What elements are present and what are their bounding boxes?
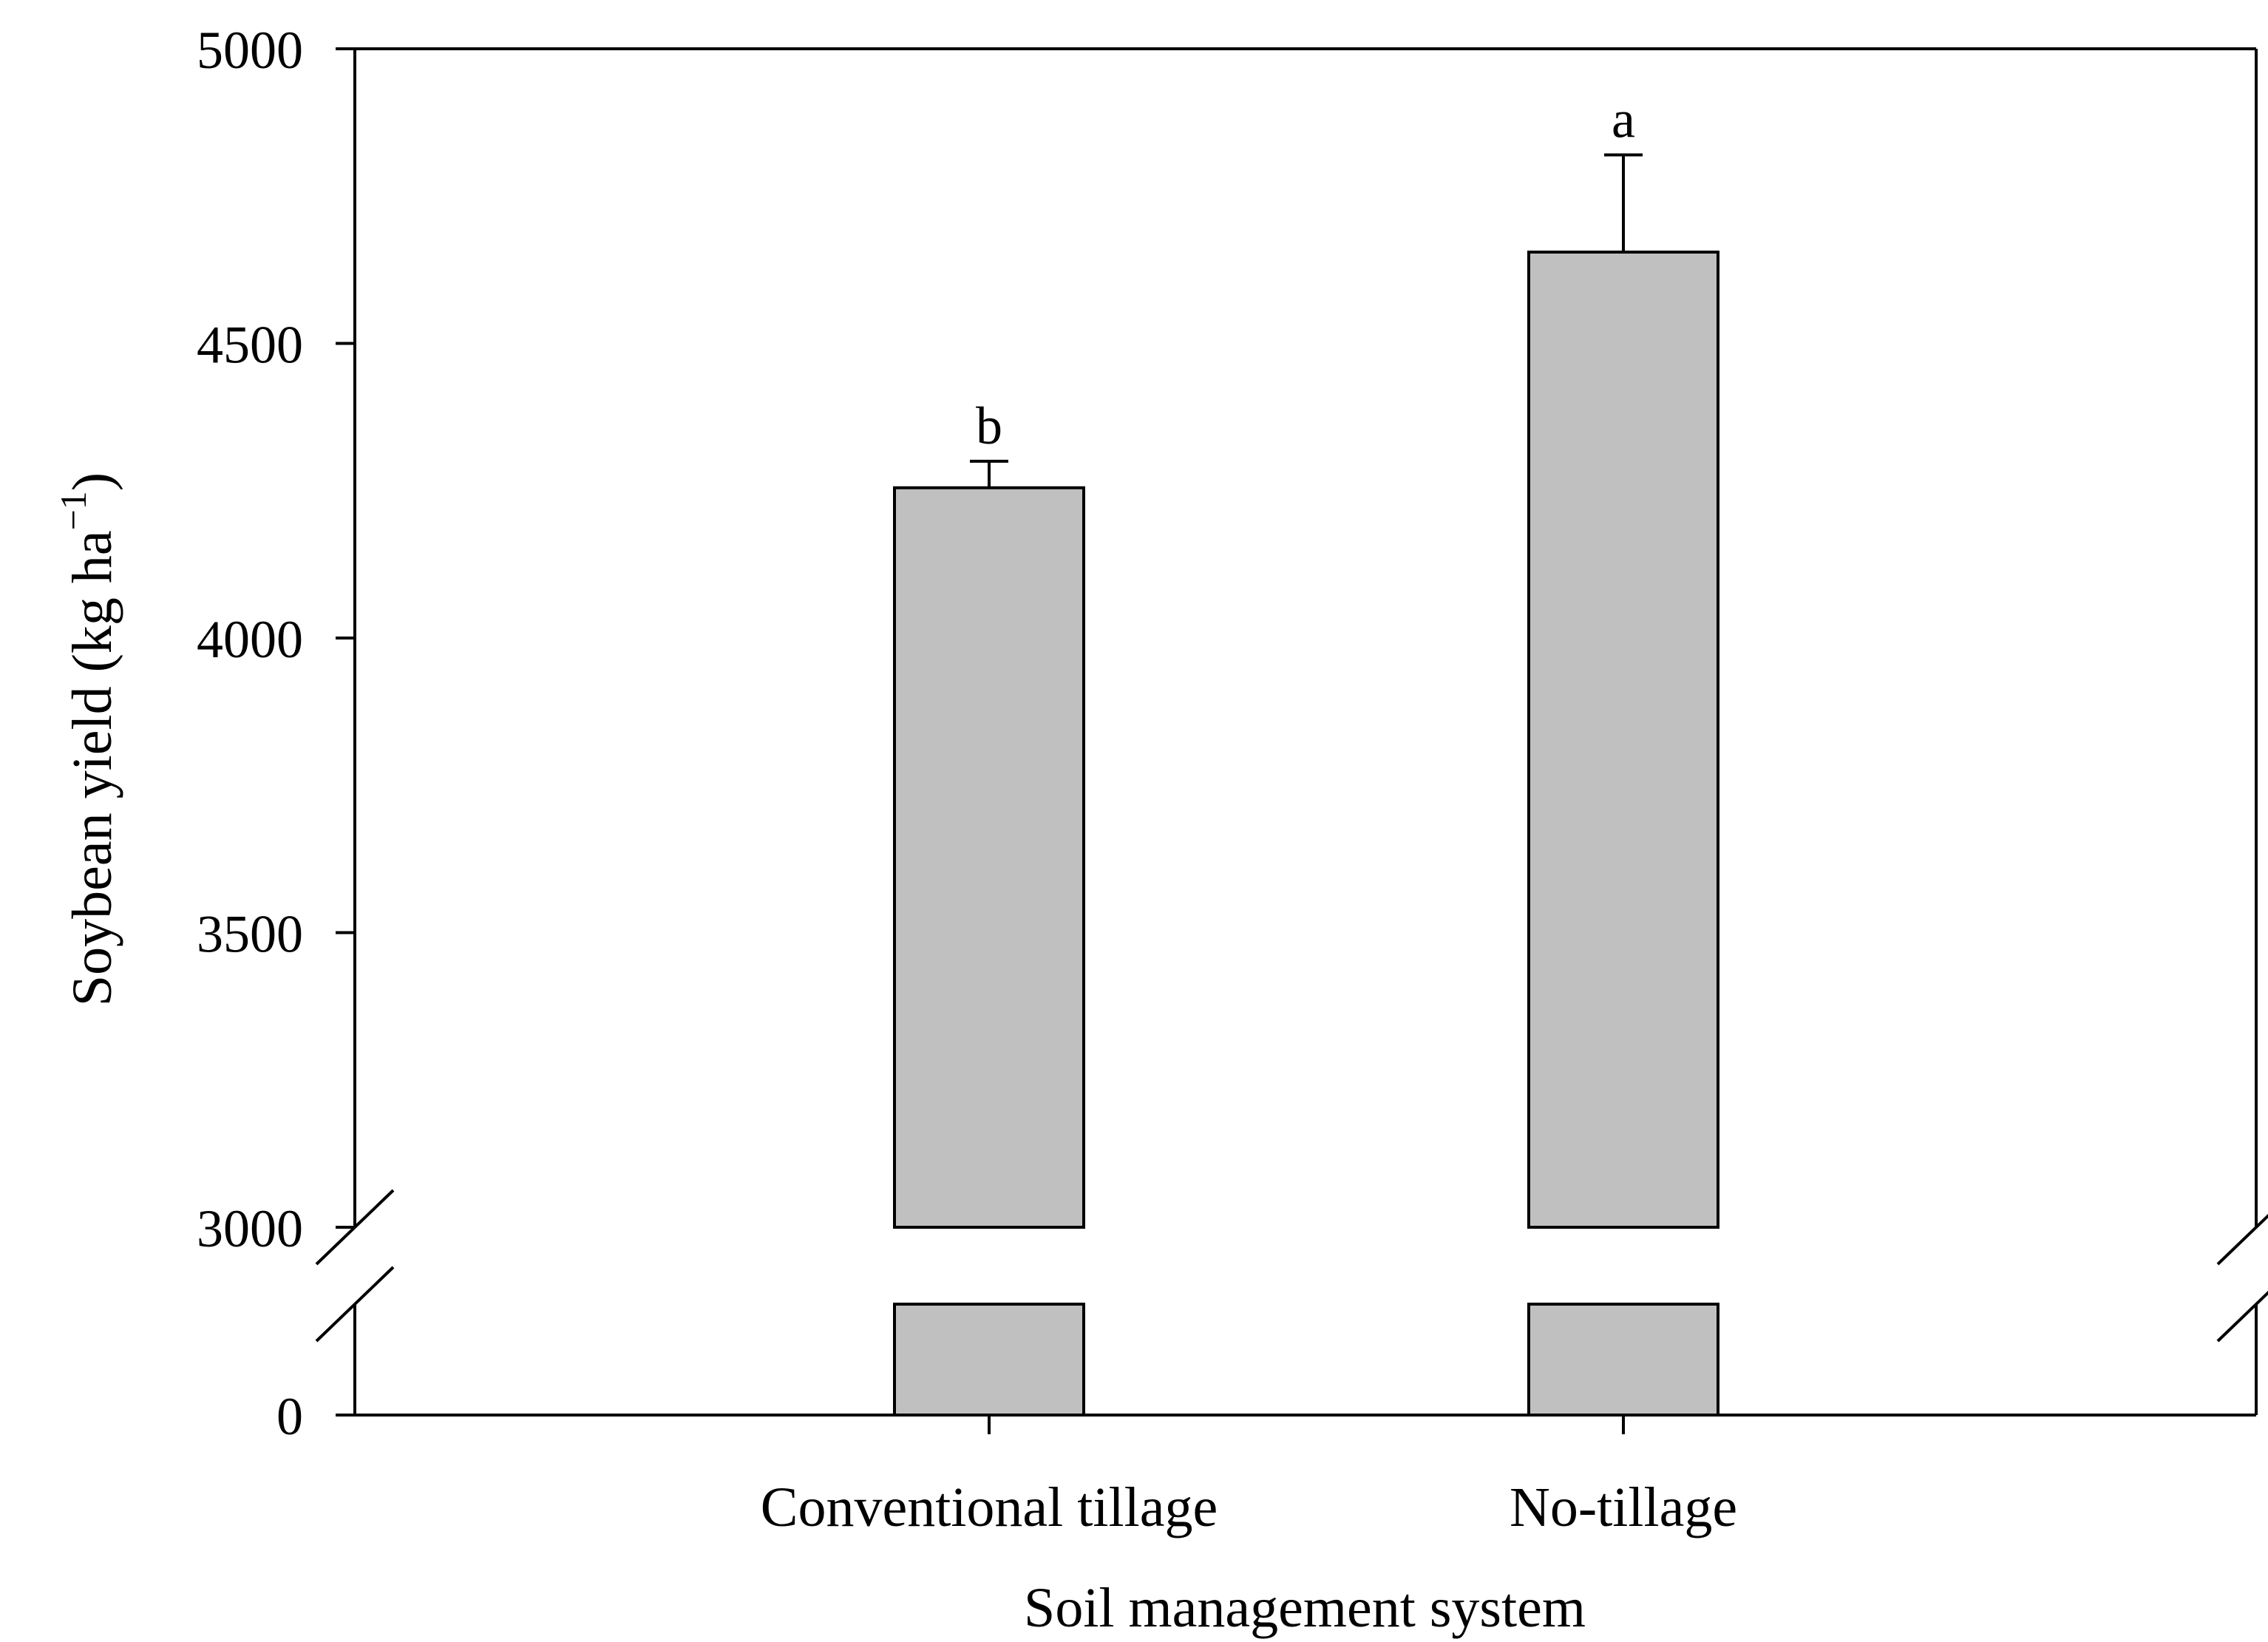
x-tick-label-no-tillage: No-tillage (1510, 1476, 1737, 1538)
bar-conventional-tillage-upper (893, 486, 1085, 1229)
error-bars (970, 153, 1643, 488)
y-axis-label: Soybean yield (kg ha−1) (52, 472, 123, 1006)
significance-label-no-tillage: a (1612, 89, 1635, 149)
bar-no-tillage-upper (1527, 250, 1719, 1229)
axis-break-mark-left-bottom (315, 1266, 395, 1343)
y-tick-label-0: 0 (276, 1387, 303, 1446)
y-axis-label-text: Soybean yield (kg ha (61, 530, 123, 1006)
x-tick-labels: Conventional tillage No-tillage (761, 1476, 1737, 1538)
y-tick-label-4500: 4500 (197, 316, 303, 375)
y-tick-label-5000: 5000 (197, 21, 303, 80)
axis-break-mark-right-top (2216, 1213, 2268, 1266)
significance-label-conventional-tillage: b (976, 396, 1002, 455)
x-tick-label-conventional-tillage: Conventional tillage (761, 1476, 1218, 1538)
y-tick-label-3500: 3500 (197, 905, 303, 964)
axis-break-mark-right-bottom (2216, 1290, 2268, 1343)
bars (893, 250, 1719, 1417)
axes (336, 47, 1625, 1434)
y-tick-labels: 0 3000 3500 4000 4500 5000 (197, 21, 303, 1446)
significance-labels: b a (976, 89, 1635, 455)
plot-frame (315, 47, 2268, 1417)
bar-conventional-tillage-lower (893, 1303, 1085, 1417)
y-axis-label-superscript: −1 (52, 491, 94, 530)
y-tick-label-4000: 4000 (197, 610, 303, 669)
y-tick-label-3000: 3000 (197, 1199, 303, 1258)
x-axis-label: Soil management system (1024, 1577, 1586, 1639)
y-axis-label-suffix: ) (61, 472, 123, 491)
bar-no-tillage-lower (1527, 1303, 1719, 1417)
